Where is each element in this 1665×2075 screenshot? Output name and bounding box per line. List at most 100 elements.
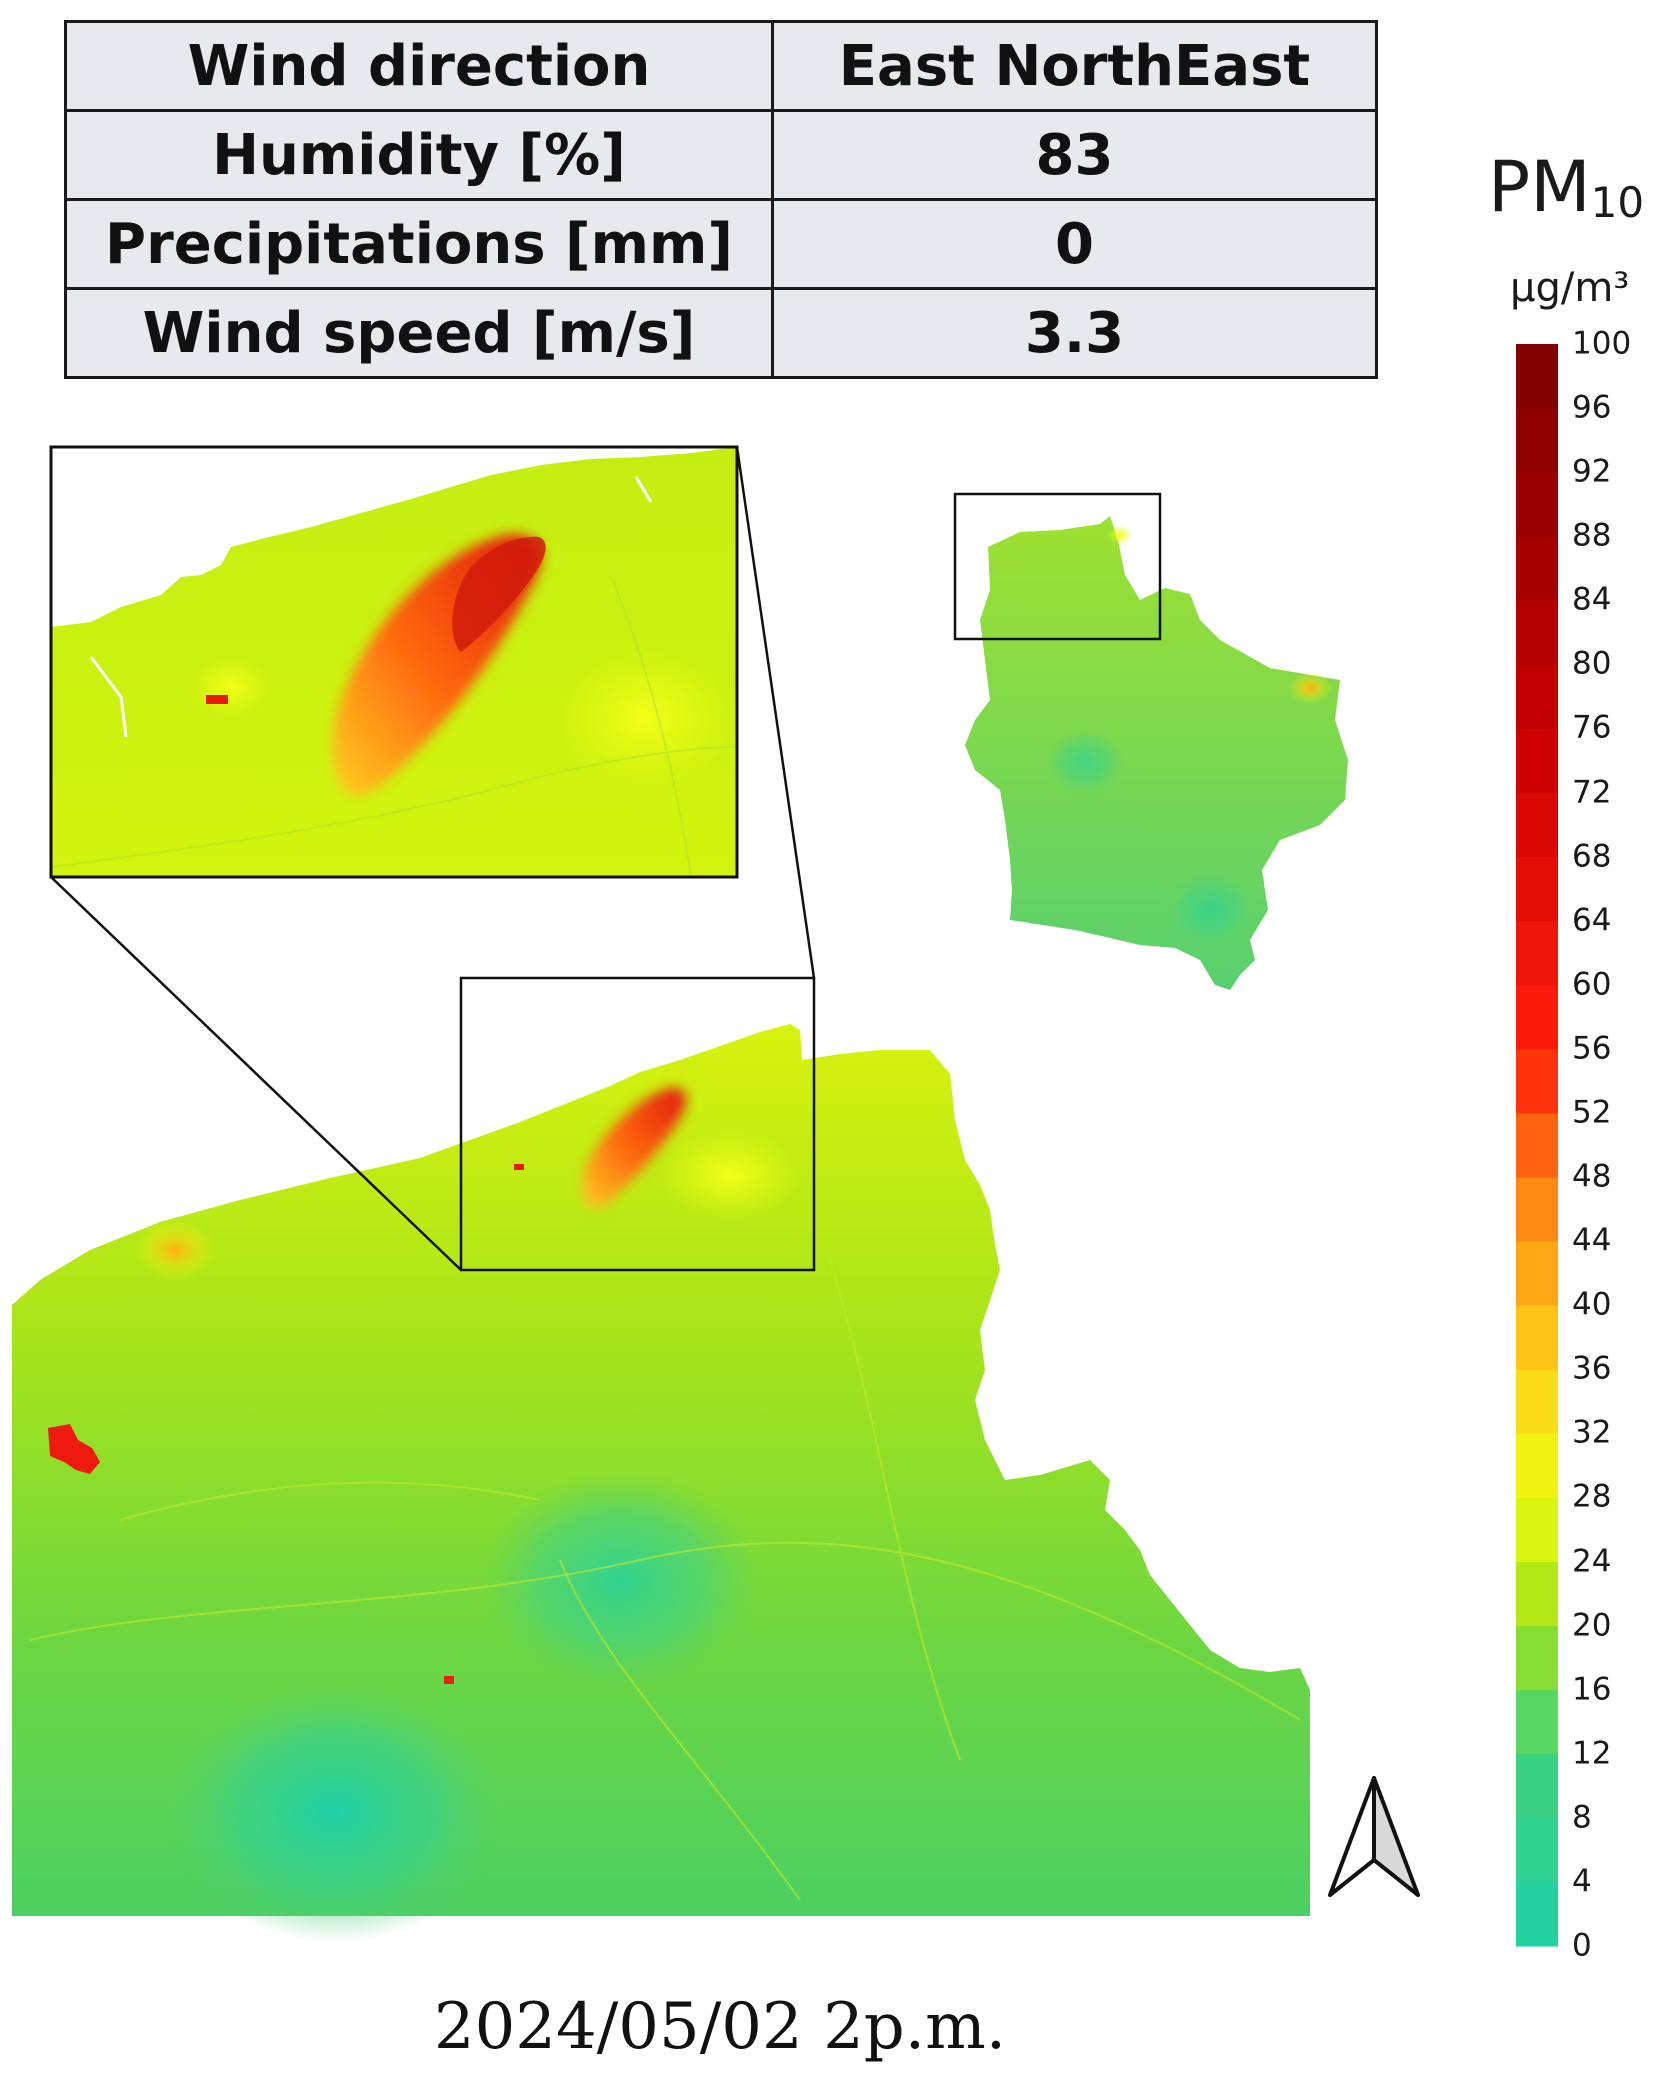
north-arrow-icon bbox=[1328, 1776, 1420, 1897]
legend-tick-label: 52 bbox=[1572, 1094, 1612, 1131]
legend-color-band bbox=[1516, 1112, 1558, 1178]
legend-color-band bbox=[1516, 1048, 1558, 1114]
inset-red-hotspot bbox=[206, 695, 228, 704]
legend-color-band bbox=[1516, 536, 1558, 601]
zoom-connector-line bbox=[735, 446, 816, 979]
legend-color-band bbox=[1516, 1625, 1558, 1691]
humidity-value: 83 bbox=[771, 109, 1378, 201]
legend-tick-label: 88 bbox=[1572, 517, 1612, 554]
zoom-extent-box bbox=[459, 976, 816, 1272]
legend-title: PM10 bbox=[1488, 152, 1644, 224]
legend-color-band bbox=[1516, 408, 1558, 473]
legend-tick-label: 76 bbox=[1572, 709, 1612, 746]
legend-color-band bbox=[1516, 728, 1558, 794]
legend-tick-label: 80 bbox=[1572, 645, 1612, 682]
low-concentration-area bbox=[1165, 872, 1255, 948]
red-hotspot bbox=[514, 1164, 524, 1170]
legend-tick-label: 60 bbox=[1572, 966, 1612, 1003]
legend-color-band bbox=[1516, 1241, 1558, 1306]
legend-tick-label: 72 bbox=[1572, 774, 1612, 811]
legend-tick-label: 28 bbox=[1572, 1478, 1612, 1515]
legend-tick-label: 64 bbox=[1572, 902, 1612, 939]
wind-speed-value: 3.3 bbox=[771, 287, 1378, 379]
legend-tick-label: 16 bbox=[1572, 1671, 1612, 1708]
legend-tick-label: 92 bbox=[1572, 453, 1612, 490]
legend-color-band bbox=[1516, 1497, 1558, 1563]
legend-color-band bbox=[1516, 664, 1558, 729]
legend-tick-label: 84 bbox=[1572, 581, 1612, 618]
legend-tick-label: 8 bbox=[1572, 1799, 1592, 1836]
low-concentration-area bbox=[480, 1470, 760, 1690]
wind-direction-label: Wind direction bbox=[64, 20, 774, 112]
legend-tick-label: 12 bbox=[1572, 1735, 1612, 1772]
secondary-region-map bbox=[965, 516, 1348, 990]
weather-row-wind-direction: Wind direction East NorthEast bbox=[64, 20, 1378, 112]
legend-color-band bbox=[1516, 1817, 1558, 1883]
precipitations-value: 0 bbox=[771, 198, 1378, 290]
inset-road-lines bbox=[51, 576, 737, 877]
weather-row-wind-speed: Wind speed [m/s] 3.3 bbox=[64, 287, 1378, 379]
red-hotspot bbox=[444, 1676, 454, 1684]
legend-color-band bbox=[1516, 344, 1558, 409]
weather-row-precipitations: Precipitations [mm] 0 bbox=[64, 198, 1378, 290]
legend-color-band bbox=[1516, 984, 1558, 1050]
legend-colorbar bbox=[1516, 344, 1558, 1947]
legend-color-band bbox=[1516, 1369, 1558, 1434]
yellow-hotspot bbox=[191, 657, 271, 717]
legend-tick-label: 0 bbox=[1572, 1927, 1592, 1964]
legend-color-band bbox=[1516, 600, 1558, 665]
legend-color-band bbox=[1516, 920, 1558, 986]
legend-color-band bbox=[1516, 1305, 1558, 1370]
inset-coast-inlets bbox=[89, 476, 653, 738]
legend-tick-label: 100 bbox=[1572, 325, 1632, 362]
inset-map bbox=[49, 445, 739, 879]
yellow-hotspot bbox=[1288, 672, 1332, 704]
humidity-label: Humidity [%] bbox=[64, 109, 774, 201]
legend-color-band bbox=[1516, 1433, 1558, 1498]
legend-color-band bbox=[1516, 792, 1558, 858]
pollution-plume bbox=[581, 1087, 687, 1209]
small-zoom-box bbox=[953, 492, 1162, 641]
yellow-hotspot bbox=[660, 1130, 800, 1220]
legend-tick-label: 32 bbox=[1572, 1414, 1612, 1451]
red-hotspot bbox=[48, 1424, 100, 1474]
yellow-hotspot bbox=[135, 1220, 215, 1280]
date-label: 2024/05/02 2p.m. bbox=[433, 1990, 1007, 2064]
legend-tick-label: 48 bbox=[1572, 1158, 1612, 1195]
weather-table: Wind direction East NorthEast Humidity [… bbox=[64, 20, 1378, 379]
legend-title-main: PM bbox=[1488, 146, 1591, 228]
legend-tick-label: 4 bbox=[1572, 1863, 1592, 1900]
yellow-hotspot bbox=[1108, 525, 1132, 545]
low-concentration-area bbox=[165, 1682, 505, 1942]
secondary-region-shape bbox=[965, 516, 1348, 990]
low-concentration-area bbox=[1045, 728, 1125, 796]
legend-color-band bbox=[1516, 1881, 1558, 1947]
legend-color-band bbox=[1516, 472, 1558, 537]
legend-tick-label: 36 bbox=[1572, 1350, 1612, 1387]
legend-color-band bbox=[1516, 1689, 1558, 1755]
wind-speed-label: Wind speed [m/s] bbox=[64, 287, 774, 379]
legend-color-band bbox=[1516, 1177, 1558, 1242]
legend-tick-label: 40 bbox=[1572, 1286, 1612, 1323]
legend-unit: µg/m³ bbox=[1510, 265, 1630, 311]
legend-tick-label: 24 bbox=[1572, 1543, 1612, 1580]
legend-tick-label: 56 bbox=[1572, 1030, 1612, 1067]
legend-tick-label: 68 bbox=[1572, 838, 1612, 875]
wind-direction-value: East NorthEast bbox=[771, 20, 1378, 112]
inset-frame bbox=[49, 445, 739, 879]
legend-color-band bbox=[1516, 856, 1558, 922]
legend-title-sub: 10 bbox=[1590, 178, 1645, 227]
inset-plume-core bbox=[452, 536, 546, 652]
zoom-connector-line bbox=[50, 876, 462, 1271]
weather-row-humidity: Humidity [%] 83 bbox=[64, 109, 1378, 201]
legend-tick-label: 96 bbox=[1572, 389, 1612, 426]
precipitations-label: Precipitations [mm] bbox=[64, 198, 774, 290]
legend-color-band bbox=[1516, 1561, 1558, 1627]
main-region-map bbox=[12, 1024, 1310, 1942]
yellow-hotspot bbox=[556, 647, 736, 787]
legend-tick-label: 20 bbox=[1572, 1607, 1612, 1644]
legend-tick-label: 44 bbox=[1572, 1222, 1612, 1259]
road-lines bbox=[29, 1259, 1301, 1901]
legend-color-band bbox=[1516, 1753, 1558, 1819]
